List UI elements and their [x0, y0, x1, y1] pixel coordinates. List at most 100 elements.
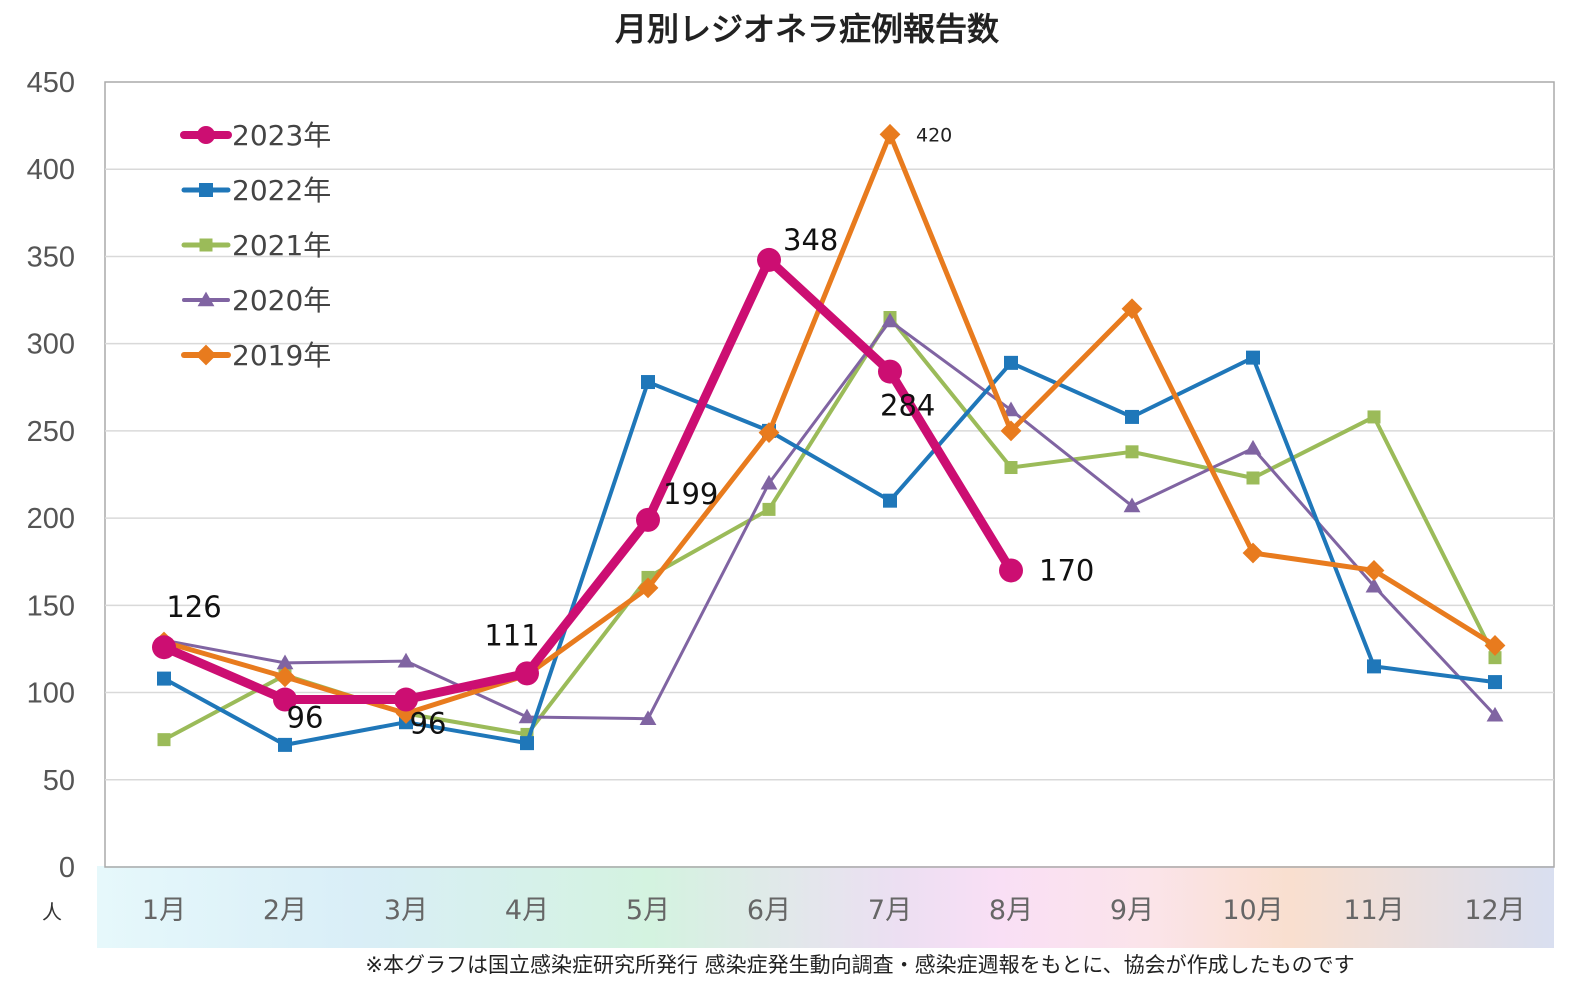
- y-tick-label: 100: [27, 678, 75, 710]
- data-label: 96: [410, 707, 447, 741]
- legend-item: 2020年: [182, 284, 331, 317]
- y-tick-label: 300: [27, 329, 75, 361]
- y-tick-label: 250: [27, 416, 75, 448]
- legend-label: 2023年: [232, 119, 331, 152]
- legend-label: 2020年: [232, 284, 331, 317]
- data-point: [157, 733, 171, 747]
- data-point: [157, 671, 171, 686]
- data-point: [278, 737, 292, 752]
- data-point: [518, 708, 536, 724]
- x-tick-label: 11月: [1343, 895, 1404, 926]
- data-point: [274, 666, 296, 688]
- data-label: 348: [783, 223, 838, 257]
- data-point: [199, 183, 213, 197]
- data-point: [762, 502, 776, 516]
- data-point: [1363, 560, 1385, 581]
- data-point: [1123, 497, 1141, 513]
- data-labels: 126 96 96 111 199 348 284 170 420: [166, 124, 1094, 740]
- series-2: [157, 311, 1502, 747]
- data-point: [1367, 410, 1381, 424]
- data-point: [1002, 401, 1020, 417]
- legend: 2023年 2022年 2021年 2020年 2019年: [180, 119, 331, 372]
- data-point: [878, 359, 902, 384]
- series-3: [155, 312, 1504, 726]
- data-point: [197, 291, 215, 307]
- legend-item: 2023年: [180, 119, 331, 152]
- data-point: [520, 736, 534, 751]
- data-point: [1004, 355, 1018, 370]
- y-tick-label: 50: [43, 765, 75, 797]
- legend-item: 2022年: [181, 174, 331, 207]
- data-point: [883, 493, 897, 508]
- data-point: [1121, 298, 1143, 320]
- y-tick-label: 400: [27, 154, 75, 186]
- data-point: [641, 375, 655, 390]
- data-point: [639, 710, 657, 726]
- data-point: [1488, 651, 1502, 665]
- series-line: [161, 131, 1498, 716]
- data-point: [1242, 542, 1264, 564]
- legend-label: 2021年: [232, 229, 331, 262]
- series-0: [152, 247, 1023, 712]
- data-point: [879, 123, 901, 145]
- y-tick-label: 200: [27, 503, 75, 535]
- data-point: [1488, 675, 1502, 690]
- legend-label: 2022年: [232, 174, 331, 207]
- data-point: [760, 474, 778, 490]
- data-point: [1244, 439, 1262, 455]
- data-point: [758, 422, 780, 444]
- data-point: [276, 654, 294, 670]
- x-tick-label: 6月: [747, 895, 791, 926]
- series-line: [162, 355, 1497, 747]
- data-point: [1000, 420, 1022, 442]
- x-tick-label: 9月: [1110, 895, 1154, 926]
- x-tick-label: 5月: [626, 895, 670, 926]
- data-label: 170: [1039, 553, 1094, 587]
- x-axis-band: [97, 866, 1554, 948]
- data-point: [397, 652, 415, 668]
- data-label: 111: [484, 618, 539, 652]
- data-label: 126: [166, 590, 221, 624]
- series-layer: [152, 123, 1506, 752]
- data-point: [1125, 409, 1139, 424]
- data-point: [1004, 461, 1018, 475]
- chart-title: 月別レジオネラ症例報告数: [615, 10, 1000, 48]
- data-label: 420: [916, 124, 952, 146]
- data-point: [1486, 706, 1504, 722]
- data-point: [515, 661, 539, 686]
- data-label: 96: [287, 701, 324, 735]
- x-tick-label: 8月: [989, 895, 1033, 926]
- series-line: [162, 315, 1497, 742]
- x-tick-label: 4月: [505, 895, 549, 926]
- data-point: [197, 126, 215, 144]
- data-point: [1246, 471, 1260, 485]
- data-point: [1484, 635, 1506, 656]
- data-point: [395, 703, 417, 724]
- x-axis-ticks: 1月 2月 3月 4月 5月 6月 7月 8月 9月 10月 11月 12月: [142, 895, 1526, 926]
- data-label: 284: [880, 389, 935, 423]
- data-point: [1246, 350, 1260, 365]
- data-point: [881, 312, 899, 328]
- data-label: 199: [663, 477, 718, 511]
- data-point: [273, 687, 297, 712]
- legend-item: 2019年: [181, 339, 331, 372]
- y-tick-label: 150: [27, 590, 75, 622]
- x-tick-label: 10月: [1222, 895, 1283, 926]
- series-line: [159, 255, 1016, 705]
- legend-label: 2019年: [232, 339, 331, 372]
- x-tick-label: 2月: [263, 895, 307, 926]
- y-axis-ticks: 0 50 100 150 200 250 300 350 400 450: [27, 67, 75, 884]
- y-tick-label: 350: [27, 241, 75, 273]
- x-tick-label: 7月: [868, 895, 912, 926]
- data-point: [1367, 659, 1381, 674]
- x-tick-label: 1月: [142, 895, 186, 926]
- data-point: [636, 507, 660, 532]
- y-tick-label: 0: [59, 852, 75, 884]
- data-point: [195, 344, 217, 366]
- data-point: [637, 577, 659, 599]
- series-line: [162, 319, 1497, 721]
- data-point: [394, 687, 418, 712]
- data-point: [757, 247, 781, 272]
- data-point: [1365, 577, 1383, 593]
